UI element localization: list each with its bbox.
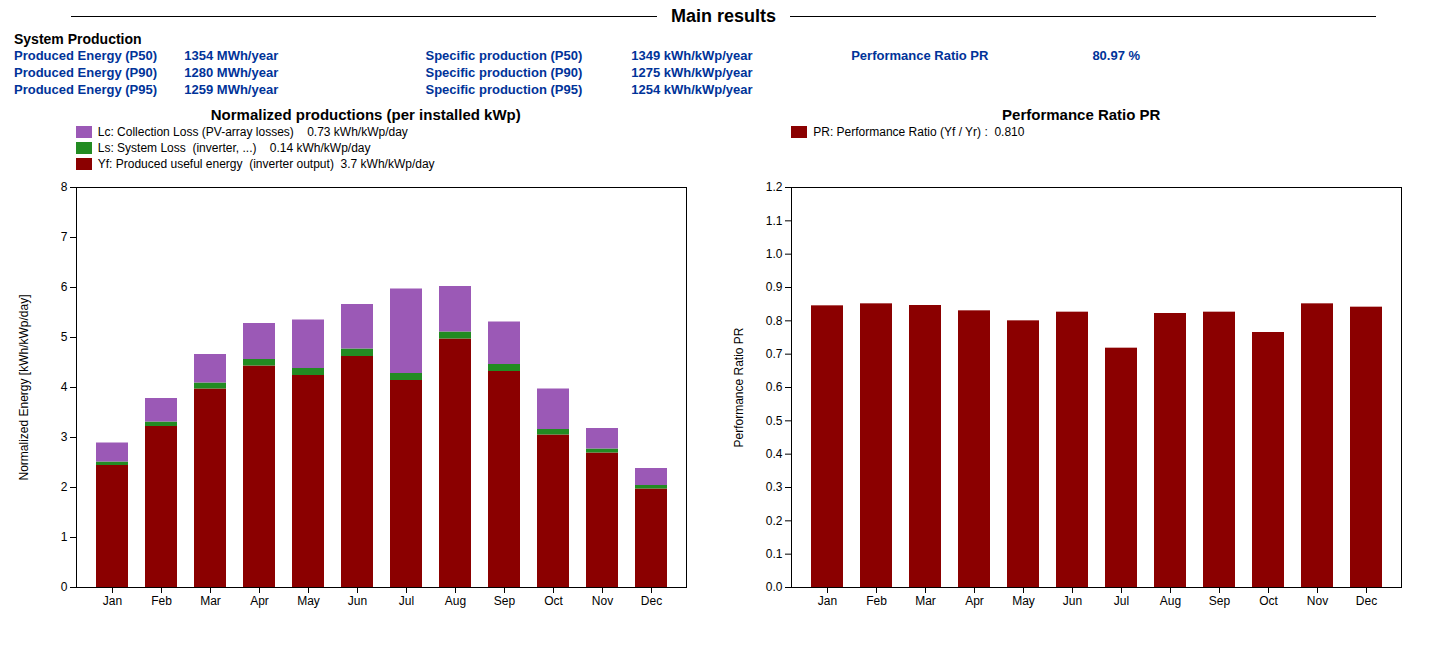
- html-text:1275 kWh/kWp/year: 1275 kWh/kWp/year: [631, 65, 753, 80]
- svg-text:Sep: Sep: [494, 594, 516, 608]
- svg-text:Feb: Feb: [151, 594, 172, 608]
- svg-text:0.6: 0.6: [766, 380, 783, 394]
- html-text:Performance Ratio PR: Performance Ratio PR: [1002, 106, 1161, 123]
- html-text:Main results: Main results: [671, 6, 776, 26]
- svg-text:Jun: Jun: [1063, 594, 1082, 608]
- html-text:Normalized productions (per in: Normalized productions (per installed kW…: [210, 106, 521, 123]
- html-text:Ls: System Loss (inverter, ...: Ls: System Loss (inverter, ...) 0.14 kWh…: [97, 141, 371, 155]
- svg-text:0: 0: [61, 580, 68, 594]
- svg-text:May: May: [297, 594, 320, 608]
- svg-text:Oct: Oct: [544, 594, 563, 608]
- svg-text:7: 7: [61, 230, 68, 244]
- html-text:1349 kWh/kWp/year: 1349 kWh/kWp/year: [631, 48, 753, 63]
- svg-text:2: 2: [61, 480, 68, 494]
- svg-text:Aug: Aug: [1160, 594, 1181, 608]
- svg-text:Jul: Jul: [1114, 594, 1129, 608]
- svg-text:Jun: Jun: [348, 594, 367, 608]
- svg-text:Apr: Apr: [965, 594, 984, 608]
- svg-text:6: 6: [61, 280, 68, 294]
- svg-text:Jul: Jul: [399, 594, 414, 608]
- html-text:Yf: Produced useful energy (in: Yf: Produced useful energy (inverter out…: [97, 157, 435, 171]
- html-text:Specific production (P95): Specific production (P95): [425, 82, 583, 97]
- svg-text:May: May: [1012, 594, 1035, 608]
- svg-text:Dec: Dec: [1356, 594, 1377, 608]
- svg-text:Feb: Feb: [866, 594, 887, 608]
- html-text:1259 MWh/year: 1259 MWh/year: [184, 82, 279, 97]
- html-text:Specific production (P50): Specific production (P50): [425, 48, 583, 63]
- svg-text:Nov: Nov: [592, 594, 613, 608]
- svg-text:Nov: Nov: [1307, 594, 1328, 608]
- svg-text:1.2: 1.2: [766, 180, 783, 194]
- svg-text:0.5: 0.5: [766, 414, 783, 428]
- html-text:1354 MWh/year: 1354 MWh/year: [184, 48, 279, 63]
- svg-text:Apr: Apr: [250, 594, 269, 608]
- svg-text:0.1: 0.1: [766, 547, 783, 561]
- svg-text:8: 8: [61, 180, 68, 194]
- svg-text:1.1: 1.1: [766, 214, 783, 228]
- svg-text:0.8: 0.8: [766, 314, 783, 328]
- svg-text:1: 1: [61, 530, 68, 544]
- svg-text:4: 4: [61, 380, 68, 394]
- svg-text:Jan: Jan: [103, 594, 122, 608]
- html-text:System Production: System Production: [14, 31, 142, 47]
- html-text:80.97 %: 80.97 %: [1092, 48, 1141, 63]
- svg-text:Jan: Jan: [818, 594, 837, 608]
- svg-text:Performance Ratio PR: Performance Ratio PR: [732, 327, 746, 447]
- html-text:1254 kWh/kWp/year: 1254 kWh/kWp/year: [631, 82, 753, 97]
- svg-text:Mar: Mar: [200, 594, 221, 608]
- svg-text:Sep: Sep: [1209, 594, 1231, 608]
- svg-text:Oct: Oct: [1259, 594, 1278, 608]
- svg-text:Mar: Mar: [915, 594, 936, 608]
- html-text:1280 MWh/year: 1280 MWh/year: [184, 65, 279, 80]
- svg-text:3: 3: [61, 430, 68, 444]
- html-text:Performance Ratio PR: Performance Ratio PR: [851, 48, 989, 63]
- svg-text:0.7: 0.7: [766, 347, 783, 361]
- html-text:Lc: Collection Loss (PV-array: Lc: Collection Loss (PV-array losses) 0.…: [97, 125, 408, 139]
- svg-text:Normalized Energy [kWh/kWp/day: Normalized Energy [kWh/kWp/day]: [17, 294, 31, 480]
- html-text:Produced Energy (P90): Produced Energy (P90): [14, 65, 157, 80]
- svg-text:0.9: 0.9: [766, 280, 783, 294]
- html-text:PR: Performance Ratio (Yf / Yr: PR: Performance Ratio (Yf / Yr) : 0.810: [813, 125, 1025, 139]
- svg-text:Aug: Aug: [445, 594, 466, 608]
- html-text:Specific production (P90): Specific production (P90): [425, 65, 583, 80]
- svg-text:0.0: 0.0: [766, 580, 783, 594]
- html-text:Produced Energy (P95): Produced Energy (P95): [14, 82, 157, 97]
- svg-text:1.0: 1.0: [766, 247, 783, 261]
- svg-text:5: 5: [61, 330, 68, 344]
- svg-text:0.3: 0.3: [766, 480, 783, 494]
- svg-text:Dec: Dec: [641, 594, 662, 608]
- html-text:Produced Energy (P50): Produced Energy (P50): [14, 48, 157, 63]
- svg-text:0.4: 0.4: [766, 447, 783, 461]
- svg-text:0.2: 0.2: [766, 514, 783, 528]
